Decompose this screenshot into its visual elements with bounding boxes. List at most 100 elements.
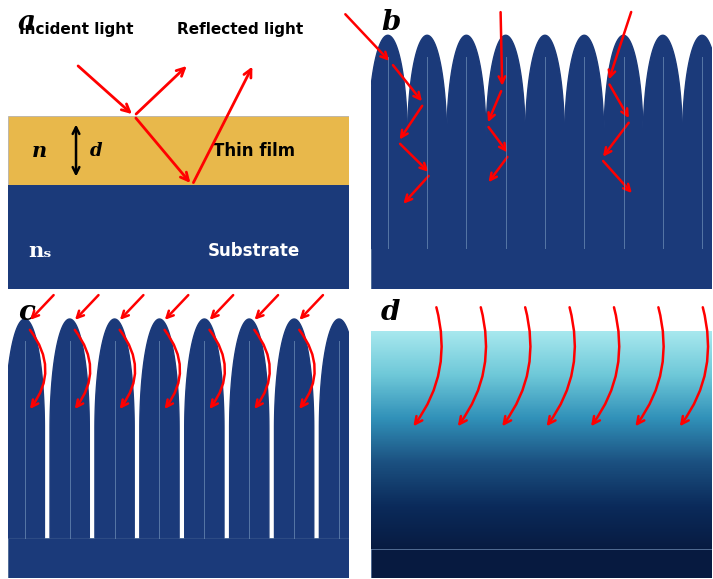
- Polygon shape: [604, 35, 643, 248]
- Bar: [371, 518, 712, 519]
- Bar: [371, 336, 712, 337]
- Bar: [371, 372, 712, 373]
- Bar: [371, 440, 712, 441]
- Bar: [371, 369, 712, 370]
- Bar: [371, 499, 712, 500]
- Bar: [371, 379, 712, 380]
- Bar: [371, 364, 712, 365]
- Bar: [371, 513, 712, 514]
- Bar: [371, 381, 712, 382]
- Bar: [371, 357, 712, 358]
- Polygon shape: [50, 319, 89, 538]
- Bar: [371, 405, 712, 406]
- Bar: [371, 423, 712, 424]
- Bar: [371, 345, 712, 346]
- Polygon shape: [565, 35, 604, 248]
- Bar: [371, 446, 712, 448]
- Bar: [371, 512, 712, 513]
- Bar: [371, 442, 712, 443]
- Bar: [371, 475, 712, 476]
- Bar: [371, 351, 712, 353]
- Bar: [371, 380, 712, 381]
- Bar: [371, 503, 712, 504]
- Bar: [371, 521, 712, 522]
- Bar: [371, 449, 712, 450]
- Bar: [371, 468, 712, 469]
- Bar: [371, 387, 712, 388]
- Bar: [371, 349, 712, 350]
- Bar: [371, 335, 712, 336]
- Text: c: c: [18, 299, 35, 326]
- Polygon shape: [447, 35, 486, 248]
- Bar: [371, 406, 712, 407]
- Bar: [371, 476, 712, 477]
- Bar: [371, 453, 712, 454]
- Bar: [371, 525, 712, 526]
- Bar: [371, 502, 712, 503]
- Bar: [371, 522, 712, 523]
- Bar: [371, 373, 712, 374]
- Bar: [371, 403, 712, 404]
- Polygon shape: [275, 319, 314, 538]
- Bar: [371, 533, 712, 534]
- Polygon shape: [230, 319, 269, 538]
- Bar: [371, 450, 712, 451]
- Bar: [371, 385, 712, 386]
- Bar: [371, 492, 712, 493]
- Bar: [371, 504, 712, 505]
- Bar: [371, 383, 712, 384]
- Bar: [371, 402, 712, 403]
- Bar: [371, 487, 712, 488]
- Bar: [371, 523, 712, 524]
- Bar: [371, 456, 712, 457]
- Bar: [371, 422, 712, 423]
- Bar: [371, 431, 712, 432]
- Bar: [371, 389, 712, 390]
- Bar: [371, 396, 712, 397]
- Bar: [371, 528, 712, 529]
- Bar: [371, 414, 712, 415]
- Bar: [371, 331, 712, 332]
- Text: Reflected light: Reflected light: [177, 22, 303, 37]
- Bar: [371, 464, 712, 465]
- Text: Substrate: Substrate: [207, 243, 299, 261]
- Bar: [371, 367, 712, 368]
- Bar: [371, 507, 712, 508]
- Bar: [371, 350, 712, 351]
- Bar: [371, 409, 712, 410]
- Bar: [371, 413, 712, 414]
- Bar: [371, 494, 712, 496]
- Bar: [371, 362, 712, 364]
- Bar: [371, 360, 712, 361]
- Bar: [371, 546, 712, 547]
- Bar: [371, 451, 712, 452]
- Bar: [371, 374, 712, 375]
- Bar: [371, 508, 712, 510]
- Bar: [371, 545, 712, 546]
- Text: d: d: [381, 299, 401, 326]
- Bar: [371, 457, 712, 458]
- Bar: [371, 397, 712, 398]
- Bar: [371, 435, 712, 437]
- Bar: [371, 361, 712, 362]
- Bar: [371, 485, 712, 486]
- Bar: [371, 460, 712, 461]
- Bar: [371, 526, 712, 527]
- Polygon shape: [486, 35, 525, 248]
- Bar: [371, 454, 712, 455]
- Bar: [371, 530, 712, 532]
- Bar: [371, 539, 712, 540]
- Text: b: b: [381, 9, 401, 36]
- Bar: [371, 411, 712, 412]
- Bar: [371, 429, 712, 430]
- Bar: [371, 515, 712, 516]
- Polygon shape: [368, 35, 407, 248]
- Bar: [371, 434, 712, 435]
- Bar: [371, 463, 712, 464]
- Bar: [371, 348, 712, 349]
- Bar: [371, 416, 712, 417]
- Bar: [371, 459, 712, 460]
- Bar: [371, 455, 712, 456]
- Bar: [371, 541, 712, 542]
- Bar: [371, 532, 712, 533]
